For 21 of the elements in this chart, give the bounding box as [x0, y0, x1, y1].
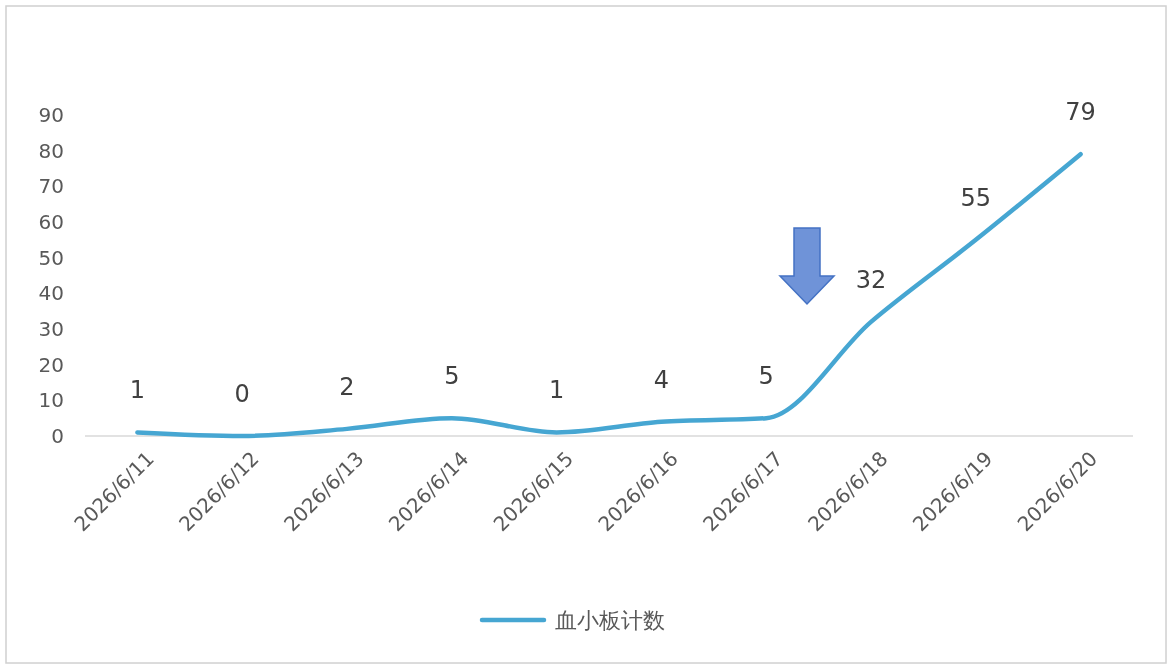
y-tick-label: 90 — [38, 103, 64, 127]
data-label: 32 — [855, 265, 887, 294]
y-tick-label: 60 — [38, 210, 64, 234]
y-tick-label: 40 — [38, 281, 64, 306]
y-tick-label: 10 — [38, 388, 64, 413]
data-label: 55 — [960, 183, 992, 212]
y-tick-label: 0 — [51, 424, 64, 448]
data-label: 0 — [234, 380, 250, 408]
data-label: 1 — [548, 376, 565, 405]
legend-label: 血小板计数 — [555, 607, 665, 633]
data-label: 5 — [444, 362, 460, 391]
data-label: 2 — [339, 372, 355, 401]
data-label: 79 — [1065, 98, 1096, 127]
data-label: 4 — [653, 365, 670, 394]
y-tick-label: 30 — [38, 317, 64, 341]
y-tick-label: 70 — [38, 174, 64, 199]
y-tick-label: 80 — [38, 138, 64, 163]
data-label: 5 — [758, 362, 774, 391]
data-label: 1 — [129, 376, 146, 405]
y-tick-label: 50 — [38, 245, 64, 270]
y-tick-label: 20 — [38, 352, 64, 377]
